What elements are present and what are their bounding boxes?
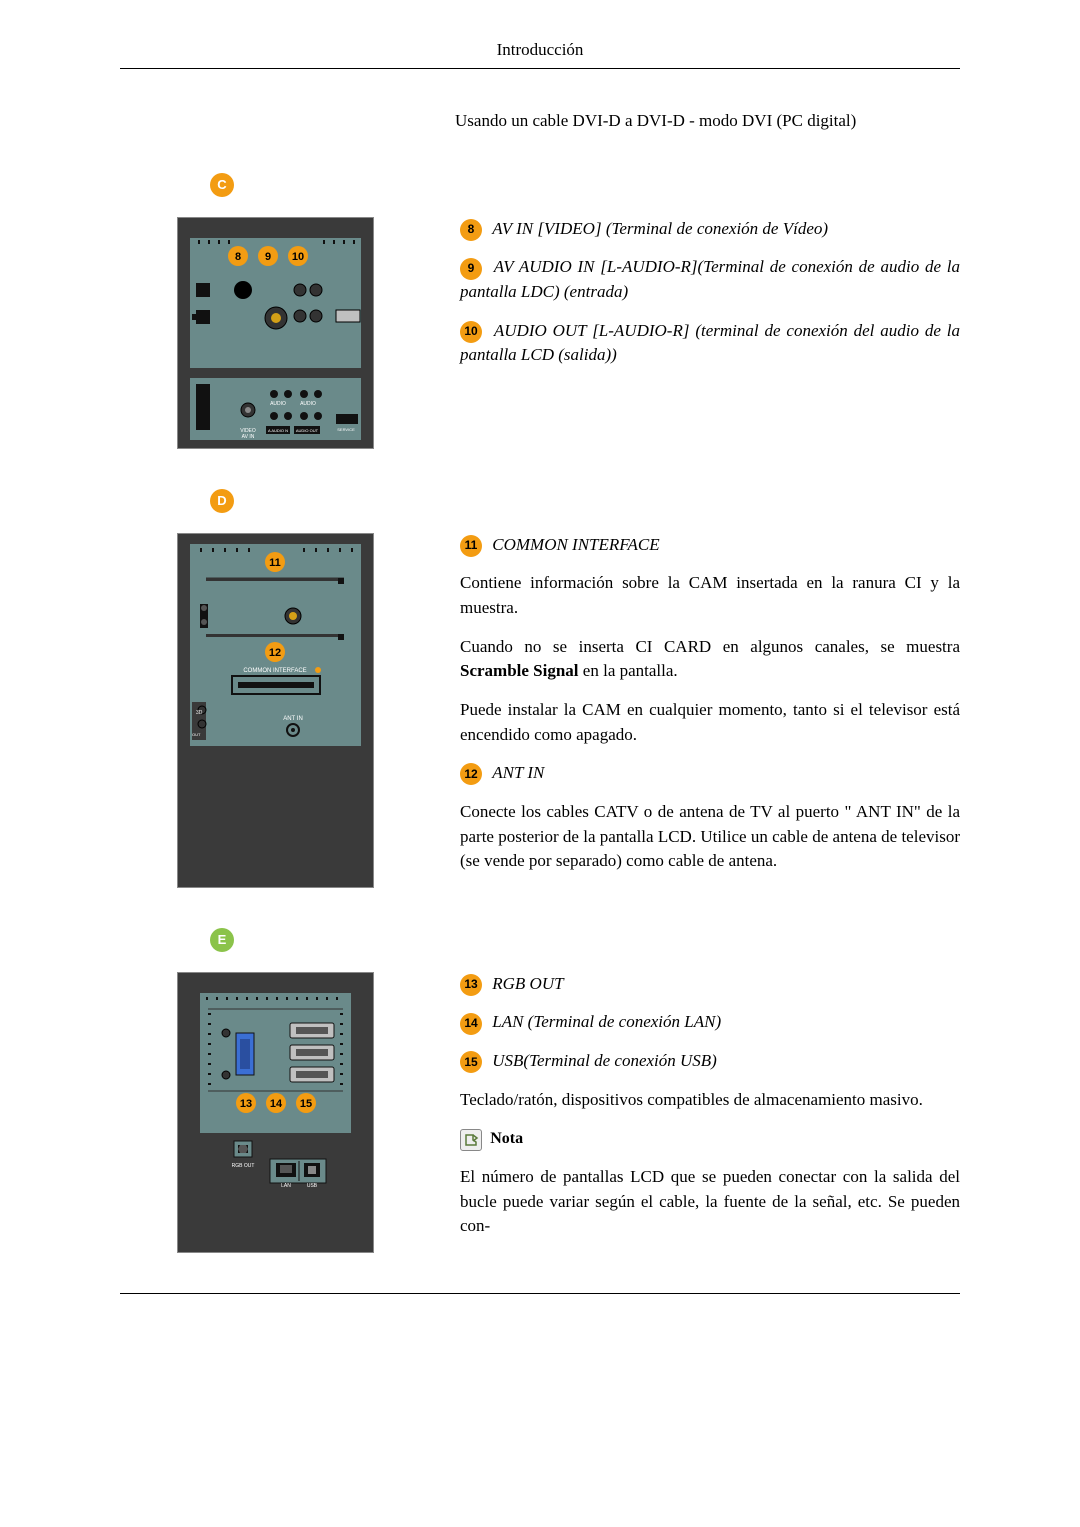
svg-text:RGB OUT: RGB OUT xyxy=(231,1163,254,1169)
note-label: Nota xyxy=(490,1130,523,1147)
diagram-e: 13 14 15 RGB OUT LAN USB xyxy=(177,972,374,1253)
label-14: LAN (Terminal de conexión LAN) xyxy=(492,1012,721,1031)
badge-11: 11 xyxy=(460,535,482,557)
page-header: Introducción xyxy=(120,40,960,69)
svg-text:13: 13 xyxy=(239,1098,251,1110)
badge-15: 15 xyxy=(460,1051,482,1073)
e-p1: Teclado/ratón, dispositivos compatibles … xyxy=(460,1088,960,1113)
svg-text:AUDIO: AUDIO xyxy=(300,401,316,407)
section-e-text: 13 RGB OUT 14 LAN (Terminal de conexión … xyxy=(460,972,960,1253)
svg-text:AUDIO: AUDIO xyxy=(270,401,286,407)
diagram-d: 11 12 COMMON INTERFACE xyxy=(177,533,374,888)
section-d-image: 11 12 COMMON INTERFACE xyxy=(120,533,430,888)
e-p2: El número de pantallas LCD que se pueden… xyxy=(460,1165,960,1239)
svg-text:8: 8 xyxy=(234,251,240,263)
section-e-image: 13 14 15 RGB OUT LAN USB xyxy=(120,972,430,1253)
label-10: AUDIO OUT [L-AUDIO-R] (terminal de conex… xyxy=(460,321,960,365)
svg-text:ANT IN: ANT IN xyxy=(283,716,303,722)
label-15: USB(Terminal de conexión USB) xyxy=(492,1051,717,1070)
diagram-c: 8 9 10 xyxy=(177,217,374,449)
label-12: ANT IN xyxy=(492,763,544,782)
badge-14: 14 xyxy=(460,1013,482,1035)
label-9: AV AUDIO IN [L-AUDIO-R](Terminal de cone… xyxy=(460,257,960,301)
label-13: RGB OUT xyxy=(492,974,563,993)
svg-text:AV IN: AV IN xyxy=(241,434,254,440)
svg-text:15: 15 xyxy=(299,1098,311,1110)
svg-text:10: 10 xyxy=(291,251,303,263)
svg-text:A AUDIO N: A AUDIO N xyxy=(267,428,287,433)
note-row: Nota xyxy=(460,1126,960,1151)
svg-text:14: 14 xyxy=(269,1098,282,1110)
section-c-image: 8 9 10 xyxy=(120,217,430,449)
d-p1: Contiene información sobre la CAM insert… xyxy=(460,571,960,620)
badge-10: 10 xyxy=(460,321,482,343)
svg-text:OUT: OUT xyxy=(192,732,201,737)
section-letter-d: D xyxy=(210,489,234,513)
d-p4: Conecte los cables CATV o de antena de T… xyxy=(460,800,960,874)
intro-text: Usando un cable DVI-D a DVI-D - modo DVI… xyxy=(455,109,960,133)
section-letter-e: E xyxy=(210,928,234,952)
section-c-row: 8 9 10 xyxy=(120,217,960,449)
badge-13: 13 xyxy=(460,974,482,996)
svg-text:USB: USB xyxy=(306,1183,317,1189)
badge-9: 9 xyxy=(460,258,482,280)
section-c-text: 8 AV IN [VIDEO] (Terminal de conexión de… xyxy=(460,217,960,449)
section-letter-c: C xyxy=(210,173,234,197)
svg-text:COMMON INTERFACE: COMMON INTERFACE xyxy=(243,668,306,674)
svg-text:SERVICE: SERVICE xyxy=(337,427,355,432)
section-e-row: 13 14 15 RGB OUT LAN USB xyxy=(120,972,960,1253)
label-11: COMMON INTERFACE xyxy=(492,535,659,554)
svg-text:AUDIO OUT: AUDIO OUT xyxy=(295,428,318,433)
footer-line xyxy=(120,1293,960,1294)
badge-8: 8 xyxy=(460,219,482,241)
section-d-row: 11 12 COMMON INTERFACE xyxy=(120,533,960,888)
svg-text:LAN: LAN xyxy=(281,1183,291,1189)
d-p3: Puede instalar la CAM en cualquier momen… xyxy=(460,698,960,747)
badge-12: 12 xyxy=(460,763,482,785)
d-p2: Cuando no se inserta CI CARD en algunos … xyxy=(460,635,960,684)
note-icon xyxy=(460,1129,482,1151)
section-d-text: 11 COMMON INTERFACE Contiene información… xyxy=(460,533,960,888)
label-8: AV IN [VIDEO] (Terminal de conexión de V… xyxy=(492,219,828,238)
svg-text:12: 12 xyxy=(268,647,280,659)
svg-text:9: 9 xyxy=(264,251,270,263)
svg-text:3D: 3D xyxy=(196,710,203,716)
svg-text:11: 11 xyxy=(269,557,281,569)
